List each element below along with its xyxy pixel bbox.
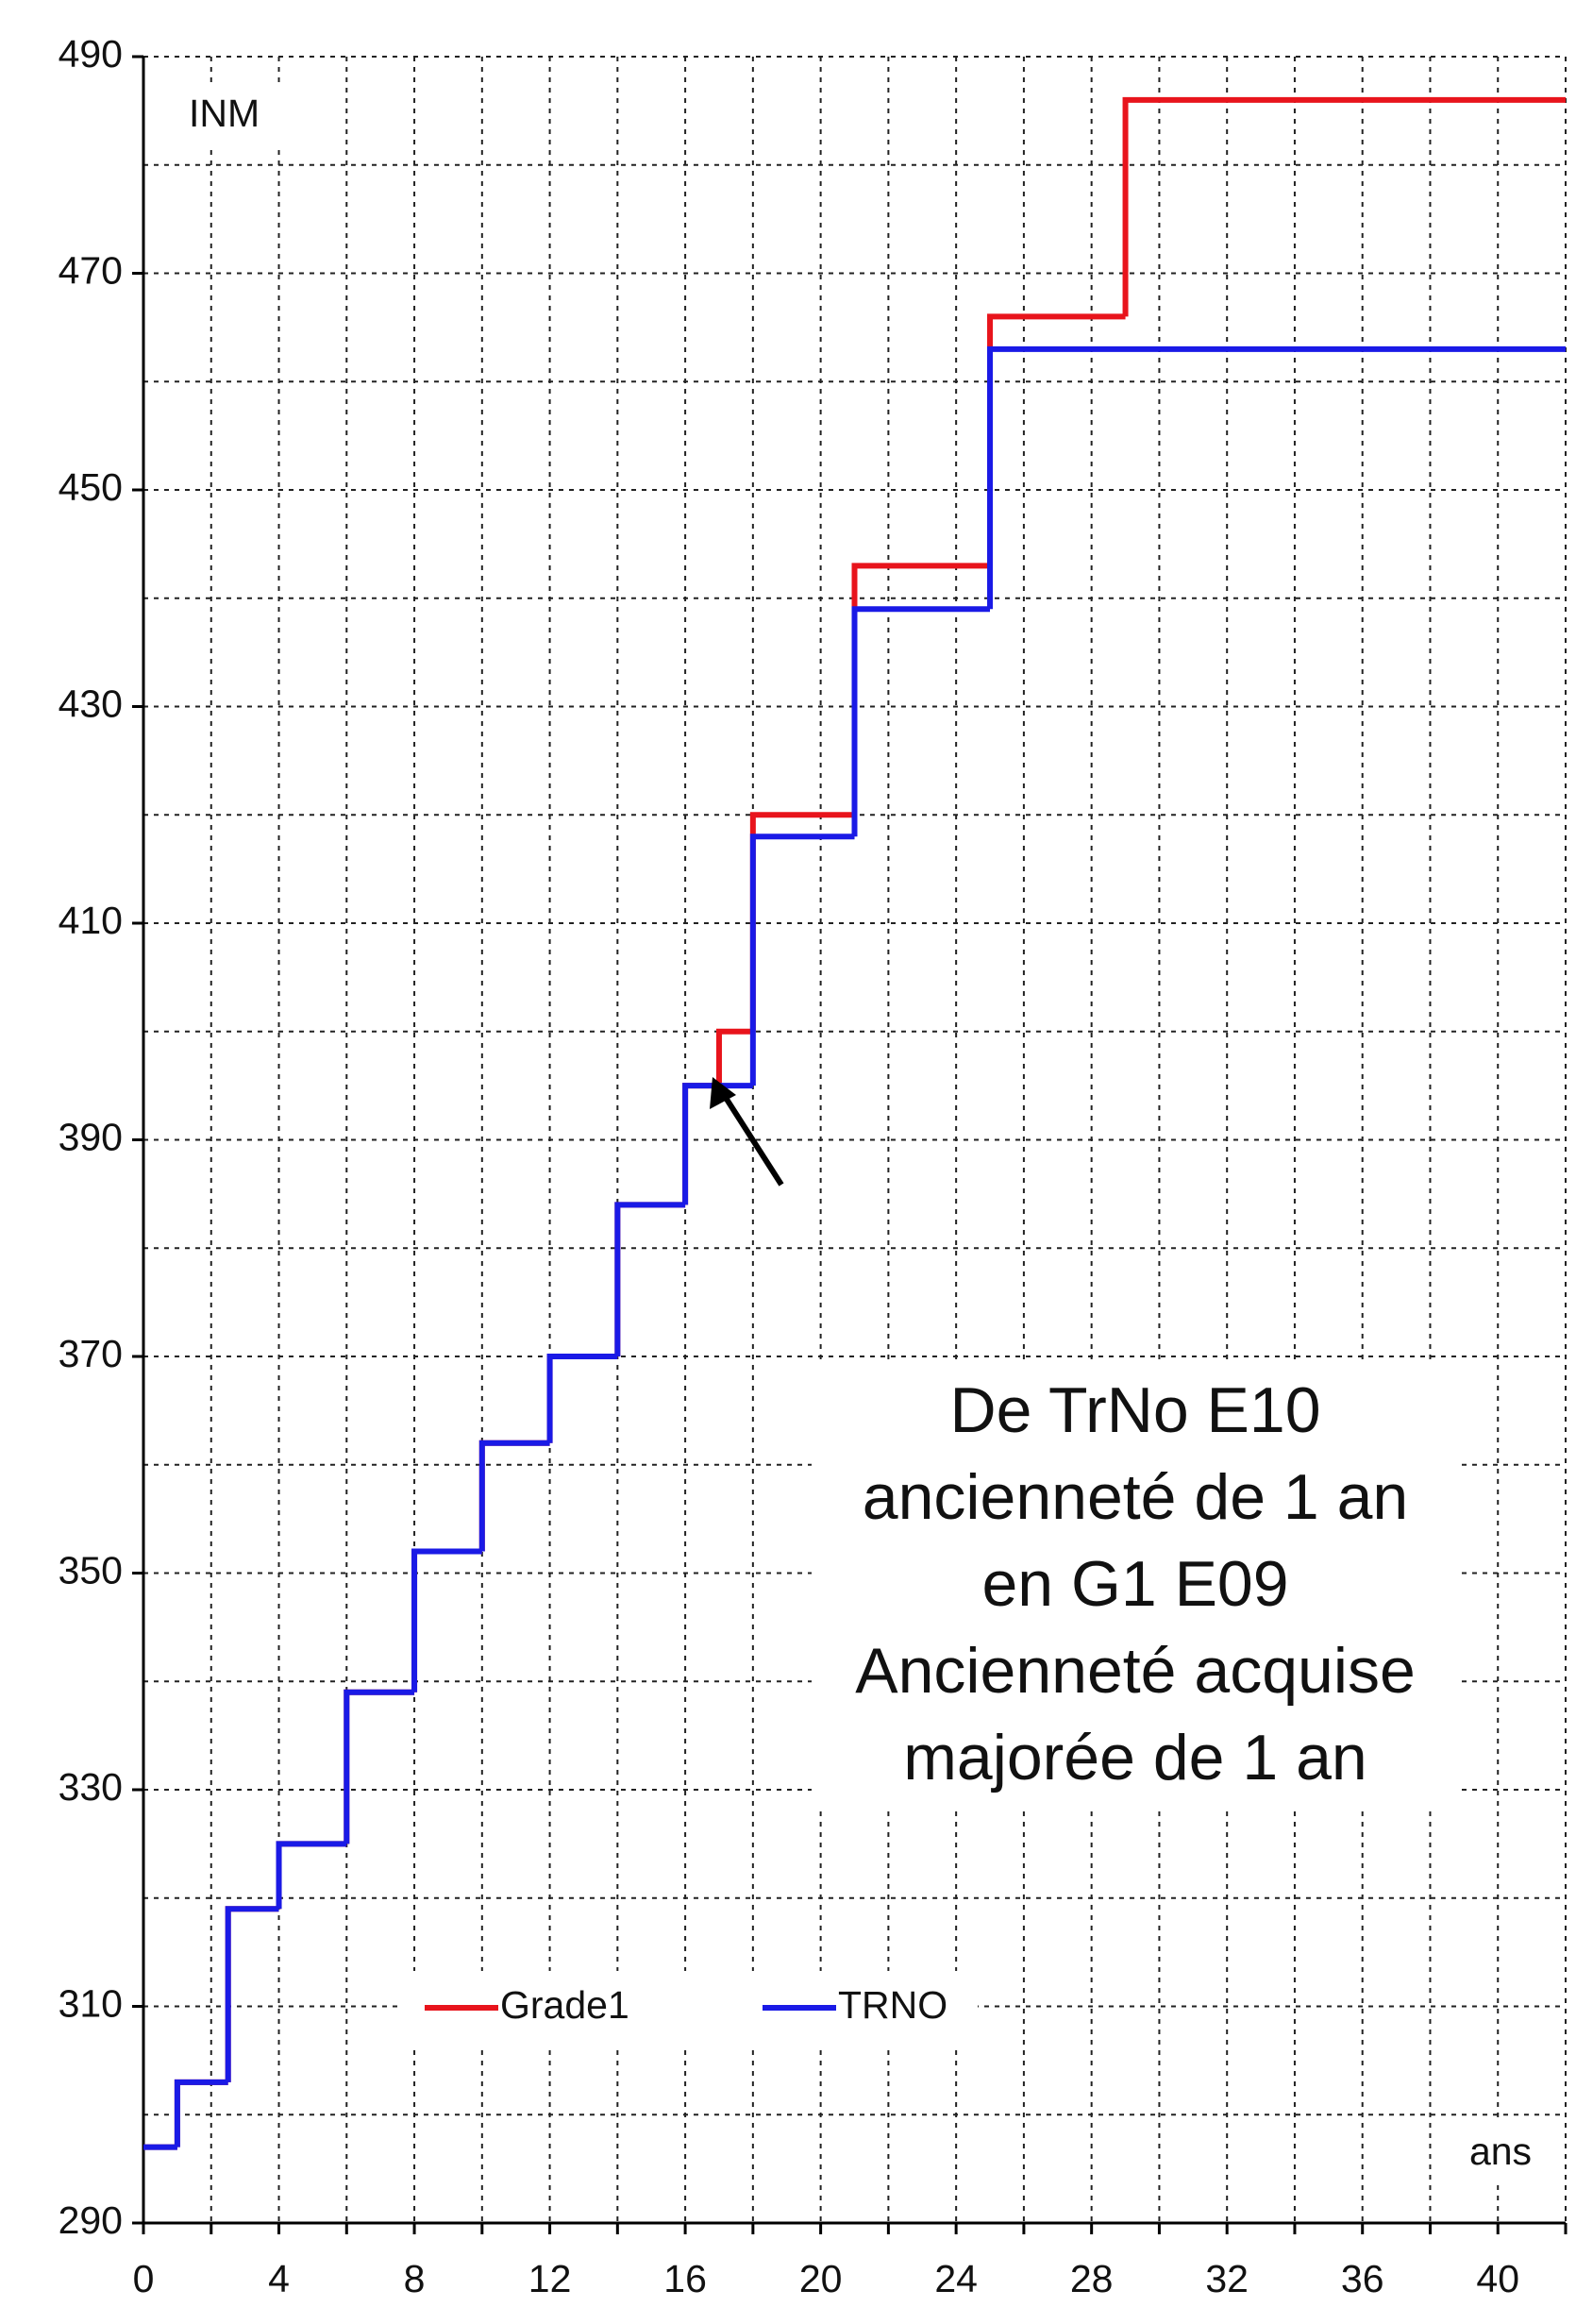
x-tick-label: 0 xyxy=(133,2257,155,2300)
x-tick-label: 32 xyxy=(1205,2257,1249,2300)
arrow xyxy=(716,1086,784,1187)
step-segment xyxy=(1122,96,1566,317)
step-segment xyxy=(344,1689,415,1844)
step-segment xyxy=(614,1202,686,1356)
step-segment xyxy=(749,834,855,1086)
y-tick-label: 370 xyxy=(59,1332,123,1375)
y-tick-label: 450 xyxy=(59,465,123,509)
y-axis-label: INM xyxy=(189,92,260,135)
annotation-line: en G1 E09 xyxy=(981,1548,1288,1620)
step-segment xyxy=(478,1440,550,1552)
x-tick-label: 36 xyxy=(1341,2257,1384,2300)
y-tick-label: 350 xyxy=(59,1548,123,1591)
step-segment xyxy=(614,1202,686,1356)
step-segment xyxy=(987,345,1566,610)
step-segment xyxy=(174,2079,228,2147)
arrow-head xyxy=(710,1077,736,1109)
y-tick-label: 410 xyxy=(59,899,123,942)
step-segment xyxy=(715,1028,753,1086)
step-segment xyxy=(851,606,991,837)
step-segment xyxy=(225,1906,279,2082)
x-label-box xyxy=(1444,2122,1557,2184)
step-segment xyxy=(682,1083,753,1205)
y-tick-label: 430 xyxy=(59,682,123,725)
x-tick-label: 40 xyxy=(1476,2257,1519,2300)
x-tick-label: 24 xyxy=(934,2257,978,2300)
x-tick-label: 16 xyxy=(663,2257,707,2300)
step-segment xyxy=(225,1906,279,2082)
plot xyxy=(143,96,1566,2150)
y-tick-label: 470 xyxy=(59,248,123,292)
step-segment xyxy=(546,1354,618,1443)
y-tick-label: 390 xyxy=(59,1115,123,1158)
step-segment xyxy=(411,1548,482,1692)
annotation-box xyxy=(812,1363,1459,1808)
legend-label: Grade1 xyxy=(500,1983,629,2027)
x-tick-label: 12 xyxy=(528,2257,572,2300)
step-segment xyxy=(344,1689,415,1844)
step-segment xyxy=(478,1440,550,1552)
step-segment xyxy=(276,1841,347,1910)
step-segment xyxy=(987,313,1126,566)
x-tick-label: 8 xyxy=(404,2257,426,2300)
grid xyxy=(132,55,1568,2234)
x-axis-label: ans xyxy=(1469,2130,1532,2173)
annotation-line: Ancienneté acquise xyxy=(855,1635,1416,1707)
x-tick-label: 20 xyxy=(799,2257,843,2300)
y-tick-label: 290 xyxy=(59,2198,123,2242)
annotation-line: ancienneté de 1 an xyxy=(863,1461,1409,1533)
legend-label: TRNO xyxy=(838,1983,947,2027)
step-segment xyxy=(276,1841,347,1910)
x-tick-label: 28 xyxy=(1070,2257,1114,2300)
y-tick-label: 330 xyxy=(59,1765,123,1809)
y-label-box xyxy=(170,87,283,145)
annotation-line: majorée de 1 an xyxy=(903,1722,1366,1794)
y-tick-label: 490 xyxy=(59,32,123,76)
step-segment xyxy=(546,1354,618,1443)
x-tick-label: 4 xyxy=(268,2257,290,2300)
step-segment xyxy=(851,563,991,816)
y-tick-label: 310 xyxy=(59,1981,123,2025)
annotation-line: De TrNo E10 xyxy=(949,1374,1320,1446)
